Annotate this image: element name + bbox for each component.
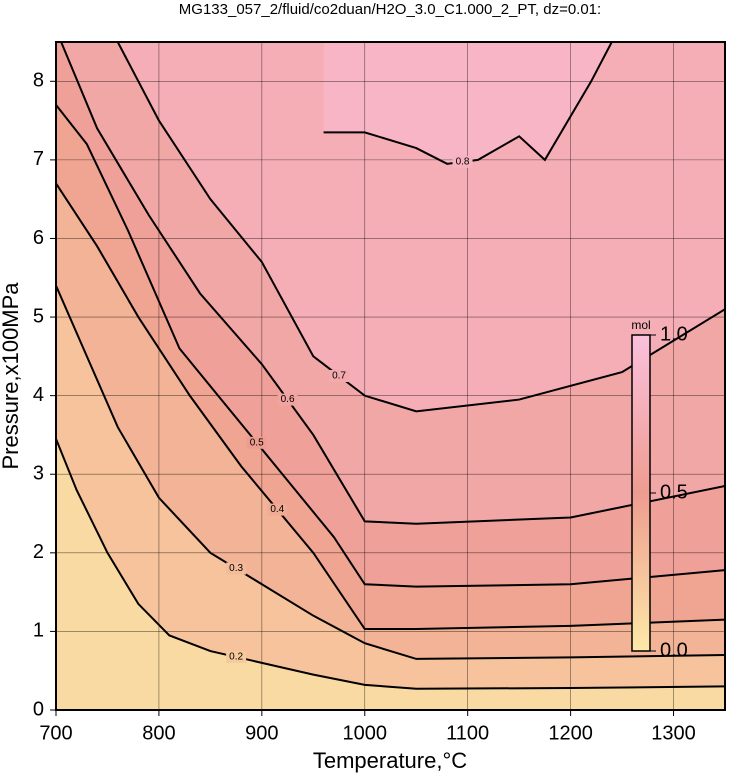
chart-title: MG133_057_2/fluid/co2duan/H2O_3.0_C1.000… xyxy=(179,1,601,18)
contour-label-bg xyxy=(226,650,247,663)
colorbar xyxy=(631,334,651,652)
contour-label: 0.8 xyxy=(456,156,470,167)
x-tick-label: 700 xyxy=(39,722,72,744)
contour-label: 0.7 xyxy=(332,371,346,382)
contour-label: 0.5 xyxy=(250,437,264,448)
contour-line xyxy=(56,104,725,588)
contour-label-bg xyxy=(267,503,288,516)
x-tick-label: 1100 xyxy=(446,722,489,744)
x-tick-label: 900 xyxy=(245,722,278,744)
colorbar-tick-label: 0.0 xyxy=(660,639,688,661)
colorbar-label: mol xyxy=(631,318,650,332)
x-tick-label: 1300 xyxy=(651,722,696,744)
y-tick-label: 2 xyxy=(33,541,44,563)
contour-label-bg xyxy=(329,370,350,382)
y-tick-label: 0 xyxy=(33,698,44,720)
y-tick-label: 3 xyxy=(33,463,44,485)
y-tick-label: 4 xyxy=(33,384,44,406)
contour-line xyxy=(323,42,613,165)
contour-label-bg xyxy=(226,562,247,575)
y-tick-label: 1 xyxy=(33,620,44,642)
x-tick-label: 1200 xyxy=(548,722,593,744)
contour-label: 0.2 xyxy=(229,652,243,663)
y-tick-label: 6 xyxy=(33,227,44,249)
y-tick-label: 7 xyxy=(33,148,44,170)
contour-label-bg xyxy=(277,393,298,406)
y-tick-label: 5 xyxy=(33,305,44,327)
contour-label: 0.6 xyxy=(281,394,295,405)
contour-line xyxy=(56,285,725,660)
x-axis-label: Temperature,°C xyxy=(313,748,467,773)
colorbar-tick-label: 0.5 xyxy=(660,481,688,503)
colorbar-tick-label: 1.0 xyxy=(660,323,688,345)
contour-label: 0.4 xyxy=(270,504,284,515)
x-tick-label: 800 xyxy=(142,722,175,744)
contour-label: 0.3 xyxy=(229,563,243,574)
plot-area: 0.2 0.3 0.4 0.5 0.6 0.7 0.8 xyxy=(56,42,725,710)
contour-label-bg xyxy=(452,155,473,168)
plot-frame xyxy=(55,41,726,711)
contour-label-bg xyxy=(246,436,267,449)
y-axis-label: Pressure,x100MPa xyxy=(0,282,23,470)
x-tick-label: 1000 xyxy=(343,722,388,744)
y-tick-label: 8 xyxy=(33,70,44,92)
